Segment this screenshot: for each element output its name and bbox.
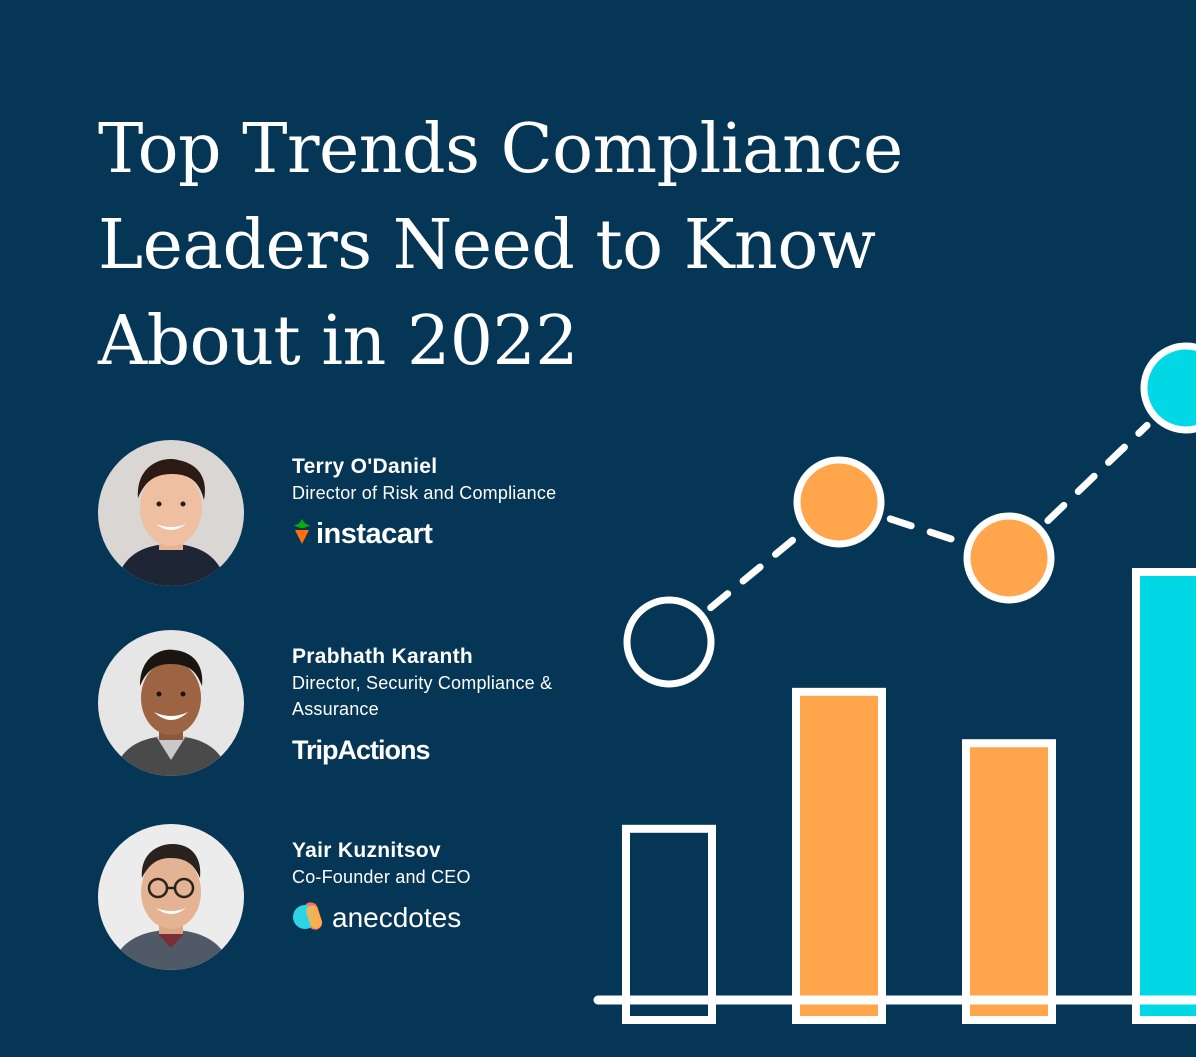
company-name: TripActions — [292, 734, 431, 765]
chart-bar — [622, 824, 716, 1024]
carrot-icon — [292, 518, 312, 550]
chart-bar — [792, 687, 886, 1024]
company-name: anecdotes — [332, 902, 462, 933]
avatar — [98, 440, 244, 586]
chart-bar — [962, 739, 1056, 1024]
speaker-card: Yair Kuznitsov Co-Founder and CEO anecdo… — [98, 824, 618, 974]
speaker-role: Director of Risk and Compliance — [292, 483, 557, 503]
company-logo: TripActions — [292, 734, 592, 766]
speaker-name: Yair Kuznitsov — [292, 839, 441, 862]
speaker-name: Prabhath Karanth — [292, 645, 473, 668]
trend-point — [623, 596, 715, 688]
avatar — [98, 630, 244, 776]
page-title: Top Trends Compliance Leaders Need to Kn… — [98, 102, 998, 390]
title-line: Top Trends Compliance — [98, 110, 903, 189]
speaker-card: Terry O'Daniel Director of Risk and Comp… — [98, 440, 618, 590]
speaker-card: Prabhath Karanth Director, Security Comp… — [98, 630, 618, 780]
company-logo: anecdotes — [292, 901, 592, 936]
trend-line-segment — [886, 515, 962, 545]
trend-point — [1140, 342, 1196, 434]
speaker-role: Director, Security Compliance & Assuranc… — [292, 673, 553, 719]
growth-chart-illustration — [560, 320, 1196, 1052]
speaker-role: Co-Founder and CEO — [292, 867, 471, 887]
company-logo: instacart — [292, 518, 592, 550]
chart-bar — [1132, 568, 1196, 1024]
trend-line-segment — [1044, 421, 1151, 525]
speaker-name: Terry O'Daniel — [292, 455, 438, 478]
avatar — [98, 824, 244, 970]
title-line: Leaders Need to Know — [98, 206, 876, 285]
trend-point — [793, 456, 885, 548]
company-name: instacart — [316, 517, 433, 550]
trend-line-segment — [707, 532, 801, 612]
trend-point — [963, 512, 1055, 604]
title-line: About in 2022 — [98, 302, 579, 381]
anecdotes-mark-icon — [292, 901, 326, 936]
